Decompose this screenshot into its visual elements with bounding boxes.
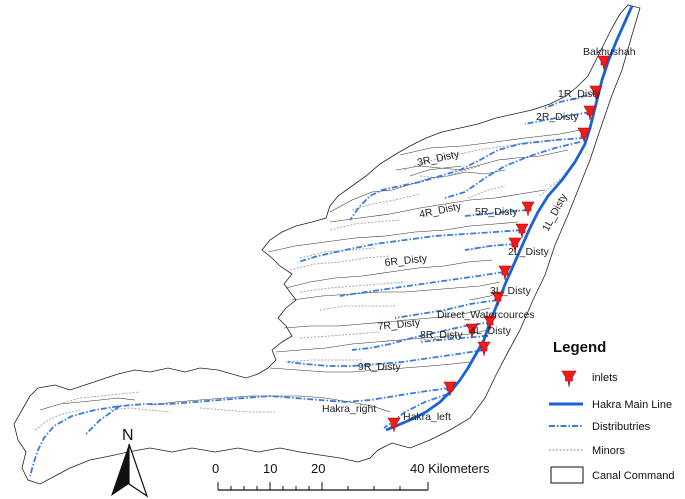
inlet-marker (443, 381, 457, 397)
legend-label-distributaries: Distributries (592, 421, 651, 433)
north-arrow-left-half (111, 444, 129, 496)
label-5r-disty: 5R_Disty (475, 206, 518, 218)
feature-labels: Bakhushah 1R_Disty 2R_Disty 3R_Disty 4R_… (322, 46, 636, 423)
label-3l-disty: 3L_Disty (490, 285, 532, 297)
inlet-marker (515, 223, 529, 239)
legend-item-distributaries: Distributries (549, 421, 651, 433)
scale-bar: 0 10 20 40 Kilometers (212, 461, 490, 491)
inlet-marker (465, 323, 479, 339)
legend-label-inlets: inlets (592, 372, 618, 384)
label-8r-disty: 8R_Disty (420, 329, 463, 341)
distributaries-network (29, 91, 599, 477)
legend: Legend inlets Hakra Main Line Distributr… (549, 339, 675, 484)
legend-title: Legend (553, 339, 606, 356)
inlet-marker (387, 417, 401, 433)
inlet-marker (583, 105, 597, 121)
label-bakhushah: Bakhushah (583, 46, 636, 58)
label-1r-disty: 1R_Disty (558, 88, 601, 100)
label-6r-disty: 6R_Disty (384, 253, 428, 269)
label-hakra-left: Hakra_left (403, 411, 451, 423)
label-9r-disty: 9R_Disty (358, 361, 401, 373)
label-1l-disty: 1L_Disty (540, 191, 570, 233)
label-2l-disty: 2L_Disty (508, 246, 550, 258)
inlet-marker (477, 341, 491, 357)
label-3r-disty: 3R_Disty (416, 148, 461, 169)
inlet-marker (521, 201, 535, 217)
inlet-marker (498, 265, 512, 281)
label-4r-disty: 4R_Disty (418, 200, 463, 221)
north-arrow-right-half (128, 443, 149, 498)
inlet-marker (597, 55, 611, 71)
legend-label-canal-command: Canal Command (592, 470, 675, 482)
scale-tick-10: 10 (263, 461, 277, 476)
legend-label-minors: Minors (592, 445, 626, 457)
scale-tick-40-kilometers: 40 Kilometers (410, 461, 490, 476)
legend-item-canal-command: Canal Command (550, 466, 675, 484)
label-2r-disty: 2R_Disty (536, 111, 579, 123)
inlet-marker (577, 127, 591, 143)
canal-command-boundary (13, 4, 641, 485)
inlet-marker (508, 237, 522, 253)
scale-tick-0: 0 (212, 461, 219, 476)
north-arrow: N (111, 427, 149, 498)
label-7r-disty: 7R_Disty (377, 317, 421, 333)
minors-network (34, 139, 565, 431)
inlet-marker (483, 315, 497, 331)
inlet-marker (589, 85, 603, 101)
legend-item-main-line: Hakra Main Line (549, 399, 672, 411)
inlet-markers (387, 55, 611, 433)
label-hakra-right: Hakra_right (322, 403, 376, 415)
scale-tick-20: 20 (311, 461, 325, 476)
inlet-marker (491, 291, 505, 307)
north-letter: N (122, 427, 134, 444)
sub-command-boundaries (39, 129, 581, 413)
label-direct-watercources: Direct_Watercources (437, 309, 535, 321)
legend-item-inlets: inlets (561, 370, 618, 388)
legend-item-minors: Minors (549, 445, 626, 457)
label-4l-disty: 4L_Disty (470, 325, 512, 337)
legend-label-main-line: Hakra Main Line (592, 399, 672, 411)
